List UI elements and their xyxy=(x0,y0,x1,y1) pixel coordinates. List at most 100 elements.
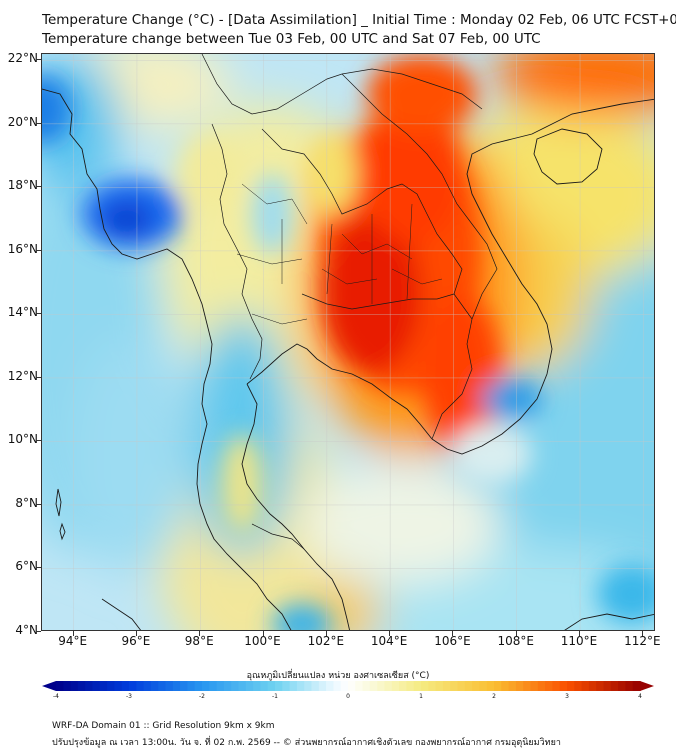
longitude-label: 98°E xyxy=(184,634,214,648)
china-border xyxy=(201,54,483,115)
colorbar-segment xyxy=(296,681,305,691)
province-boundaries xyxy=(236,183,443,325)
colorbar-segment xyxy=(158,681,167,691)
latitude-tick xyxy=(36,313,41,315)
longitude-tick xyxy=(389,631,391,636)
colorbar-title: อุณหภูมิเปลี่ยนแปลง หน่วย องศาเซลเซียส (… xyxy=(246,671,430,681)
latitude-tick xyxy=(36,249,41,251)
latitude-label: 14°N xyxy=(7,305,38,320)
latitude-tick xyxy=(36,631,41,632)
colorbar-segment xyxy=(384,681,393,691)
colorbar-segment xyxy=(114,681,123,691)
colorbar-segment xyxy=(107,681,115,691)
colorbar-segment xyxy=(180,681,188,691)
colorbar-tick-label: 1 xyxy=(419,693,423,700)
colorbar-segment xyxy=(596,681,605,691)
footer-update-info: ปรับปรุงข้อมูล ณ เวลา 13:00น. วัน จ. ที่… xyxy=(52,738,561,748)
colorbar-tick-label: -3 xyxy=(126,693,132,700)
colorbar-segment xyxy=(428,681,437,691)
colorbar-segment xyxy=(603,681,612,691)
longitude-tick xyxy=(452,631,454,636)
colorbar-segment xyxy=(275,681,283,691)
colorbar-segment xyxy=(216,681,225,691)
longitude-label: 94°E xyxy=(58,634,88,648)
colorbar-segment xyxy=(260,681,269,691)
longitude-label: 112°E xyxy=(624,634,661,648)
chart-title: Temperature Change (°C) - [Data Assimila… xyxy=(42,12,676,28)
longitude-tick xyxy=(579,631,581,636)
colorbar-segment xyxy=(515,681,524,691)
colorbar-segment xyxy=(202,681,210,691)
colorbar-segment xyxy=(581,681,590,691)
longitude-tick xyxy=(72,631,74,636)
latitude-label: 22°N xyxy=(7,51,38,66)
longitude-tick xyxy=(642,631,644,636)
colorbar-segment xyxy=(588,681,597,691)
colorbar-segment xyxy=(464,681,473,691)
gulf-of-thailand-coast xyxy=(246,343,433,440)
colorbar-min-extend xyxy=(42,681,56,691)
colorbar-segment xyxy=(77,681,86,691)
colorbar-segment xyxy=(486,681,495,691)
latitude-tick xyxy=(36,440,41,442)
country-borders xyxy=(201,54,498,550)
colorbar-segment xyxy=(70,681,79,691)
colorbar-segment xyxy=(567,681,575,691)
latitude-label: 6°N xyxy=(15,559,38,574)
colorbar-tick-label: 4 xyxy=(638,693,642,700)
colorbar-segment xyxy=(494,681,502,691)
latitude-tick xyxy=(36,186,41,188)
colorbar-segment xyxy=(450,681,459,691)
colorbar-segment xyxy=(289,681,298,691)
colorbar-segment xyxy=(501,681,510,691)
myanmar-thailand-border xyxy=(211,123,263,380)
colorbar-segment xyxy=(530,681,539,691)
latitude-tick xyxy=(36,59,41,61)
colorbar-max-extend xyxy=(640,681,654,691)
latitude-label: 16°N xyxy=(7,241,38,256)
colorbar-segment xyxy=(559,681,568,691)
colorbar-segment xyxy=(552,681,561,691)
colorbar-segment xyxy=(238,681,247,691)
colorbar-tick-label: -2 xyxy=(199,693,205,700)
chart-subtitle: Temperature change between Tue 03 Feb, 0… xyxy=(42,31,541,47)
longitude-label: 106°E xyxy=(434,634,471,648)
colorbar-segment xyxy=(136,681,145,691)
latitude-tick xyxy=(36,376,41,378)
colorbar-segment xyxy=(187,681,196,691)
colorbar-segment xyxy=(610,681,619,691)
colorbar-segment xyxy=(508,681,517,691)
colorbar-segment xyxy=(523,681,532,691)
colorbar-segment xyxy=(121,681,130,691)
peninsula-east-coast xyxy=(241,383,351,630)
colorbar-segment xyxy=(442,681,451,691)
colorbar-segment xyxy=(457,681,466,691)
colorbar-segment xyxy=(253,681,261,691)
longitude-tick xyxy=(515,631,517,636)
colorbar-segment xyxy=(282,681,291,691)
colorbar-segment xyxy=(99,681,108,691)
latitude-tick xyxy=(36,122,41,124)
temperature-field-detail xyxy=(42,54,654,630)
colorbar-segment xyxy=(618,681,626,691)
colorbar-tick-label: 3 xyxy=(565,693,569,700)
colorbar-segment xyxy=(311,681,320,691)
colorbar-segment xyxy=(632,681,641,691)
colorbar-segment xyxy=(165,681,174,691)
latitude-label: 8°N xyxy=(15,495,38,510)
colorbar-segment xyxy=(421,681,429,691)
colorbar-segment xyxy=(413,681,422,691)
footer-model-info: WRF-DA Domain 01 :: Grid Resolution 9km … xyxy=(52,721,275,731)
colorbar-segment xyxy=(340,681,349,691)
latitude-label: 4°N xyxy=(15,623,38,637)
andaman-islands xyxy=(55,488,62,517)
colorbar-segment xyxy=(143,681,152,691)
borneo-coast xyxy=(564,613,654,630)
colorbar-segment xyxy=(399,681,407,691)
latitude-label: 10°N xyxy=(7,432,38,447)
colorbar-segment xyxy=(362,681,371,691)
colorbar-segment xyxy=(537,681,546,691)
colorbar-segment xyxy=(625,681,634,691)
graticule xyxy=(42,54,654,630)
colorbar-tick-label: 0 xyxy=(346,693,350,700)
